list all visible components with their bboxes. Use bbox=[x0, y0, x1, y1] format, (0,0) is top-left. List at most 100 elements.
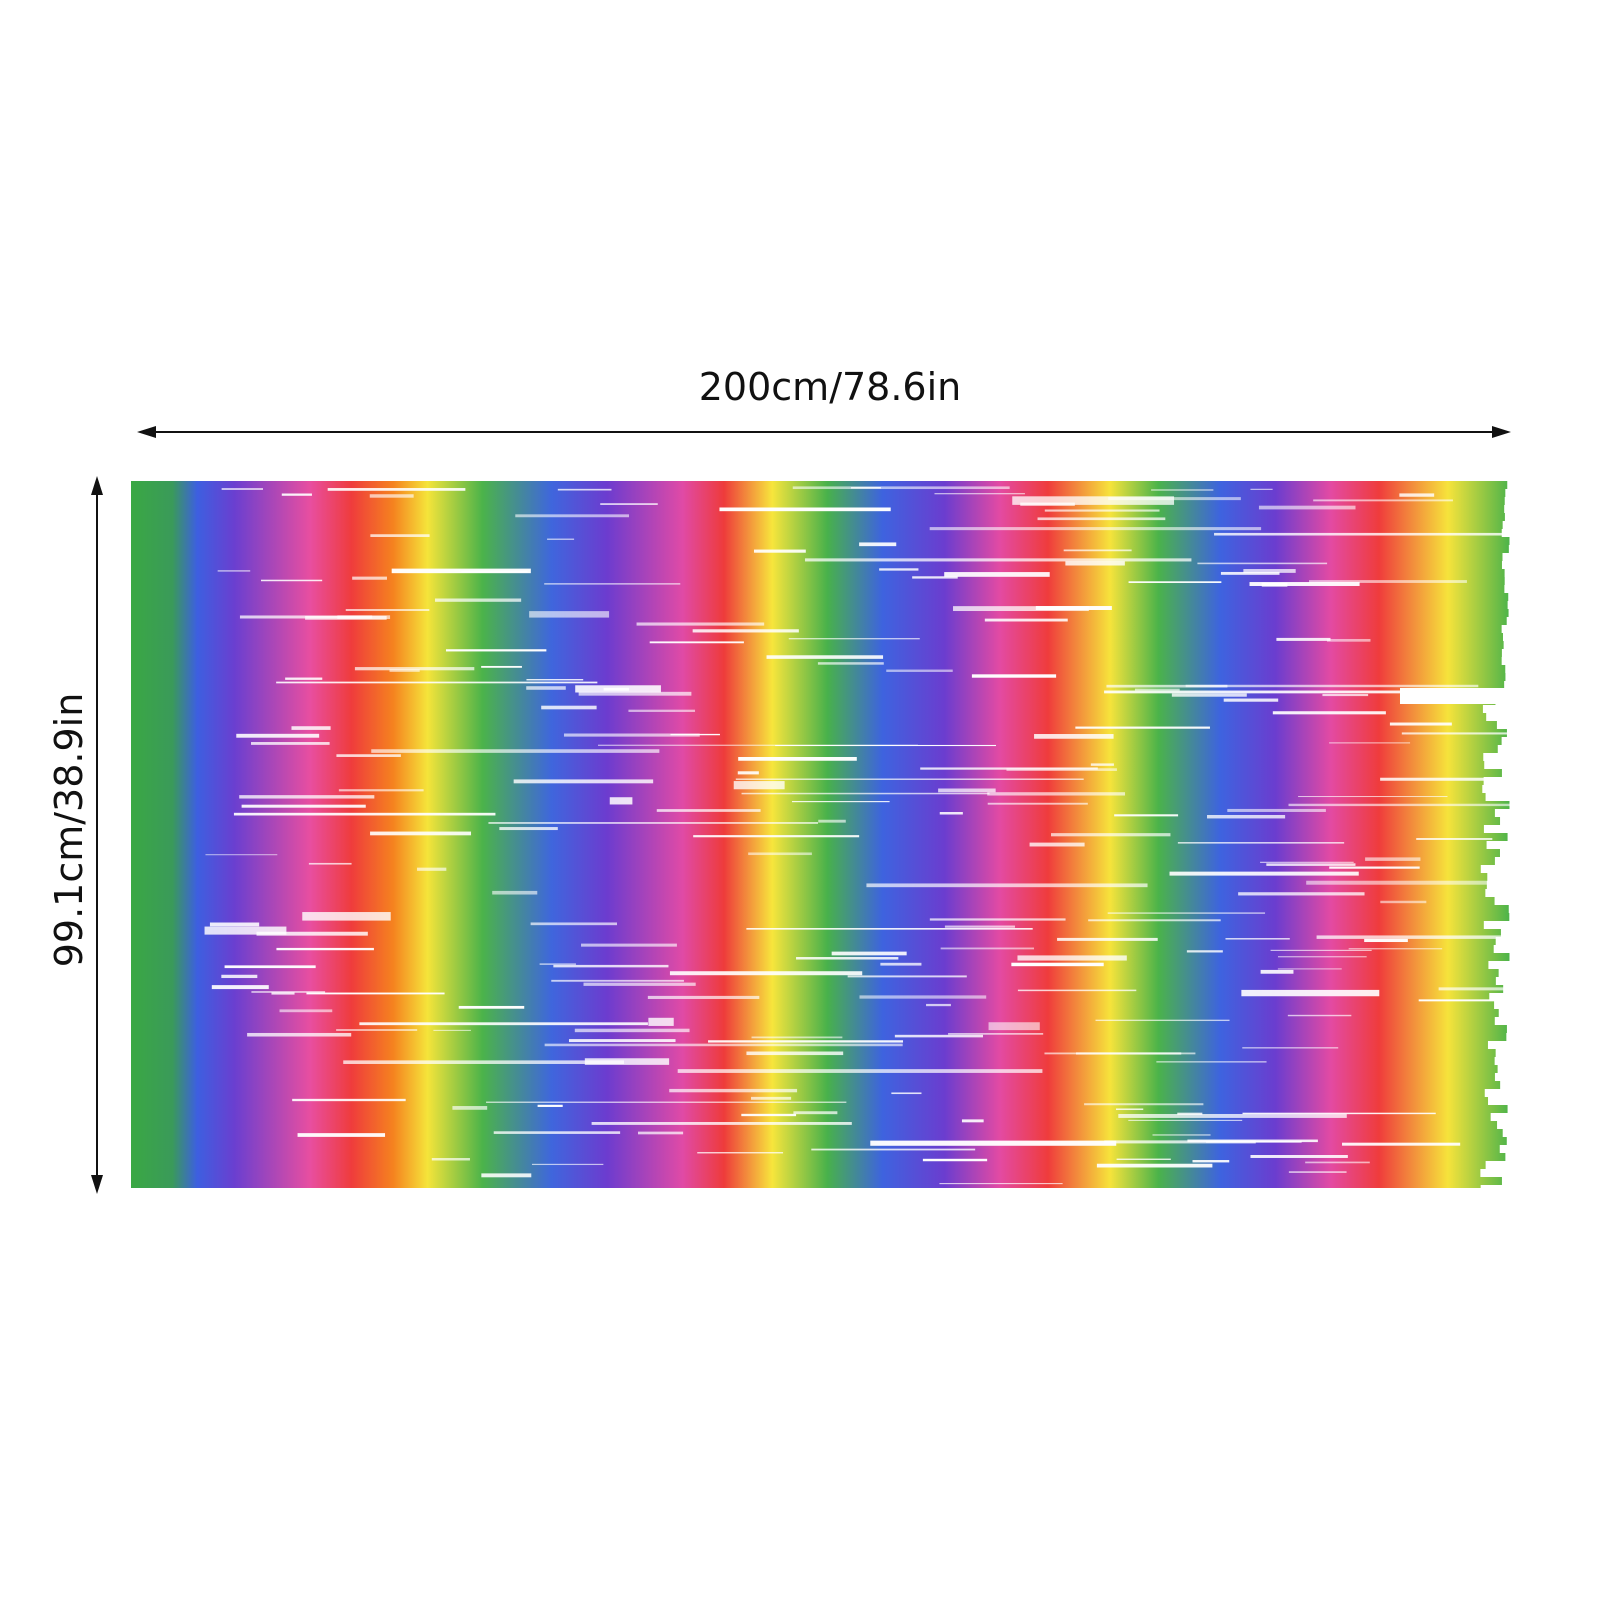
fringe-edge bbox=[1498, 1009, 1511, 1017]
fringe-edge bbox=[1497, 1065, 1511, 1073]
fringe-highlight bbox=[370, 534, 430, 537]
fringe-highlight bbox=[753, 549, 806, 553]
fringe-highlight bbox=[697, 1152, 784, 1154]
width-label: 200cm/78.6in bbox=[699, 365, 962, 409]
fringe-highlight bbox=[1088, 919, 1221, 922]
fringe-highlight bbox=[656, 809, 761, 812]
fringe-edge bbox=[1507, 481, 1511, 489]
fringe-edge bbox=[1494, 857, 1511, 865]
fringe-edge bbox=[1501, 769, 1511, 777]
fringe-highlight bbox=[669, 1088, 798, 1093]
fringe-highlight bbox=[1084, 1103, 1204, 1106]
fringe-edge bbox=[1482, 785, 1511, 793]
fringe-highlight bbox=[1214, 532, 1510, 536]
fringe-highlight bbox=[751, 1036, 843, 1039]
fringe-highlight bbox=[1065, 561, 1125, 566]
fringe-edge bbox=[1501, 649, 1511, 657]
fringe-highlight bbox=[1308, 580, 1467, 583]
fringe-highlight bbox=[1326, 638, 1371, 642]
fringe-highlight bbox=[1364, 938, 1408, 943]
fringe-highlight bbox=[984, 618, 1068, 622]
fringe-highlight bbox=[492, 890, 538, 895]
fringe-highlight bbox=[793, 1111, 838, 1115]
fringe-edge bbox=[1483, 753, 1511, 761]
fringe-highlight bbox=[1177, 842, 1345, 844]
fringe-highlight bbox=[526, 686, 566, 690]
fringe-highlight bbox=[944, 572, 1050, 577]
fringe-edge bbox=[1487, 1041, 1511, 1049]
fringe-edge bbox=[1495, 937, 1511, 945]
fringe-highlight bbox=[1115, 1108, 1144, 1111]
fringe-highlight bbox=[531, 1163, 604, 1166]
fringe-highlight bbox=[1012, 496, 1175, 505]
fringe-edge bbox=[1509, 537, 1511, 545]
fringe-highlight bbox=[209, 922, 260, 927]
fringe-highlight bbox=[553, 964, 669, 968]
fringe-highlight bbox=[256, 931, 368, 936]
fringe-edge bbox=[1487, 873, 1511, 881]
fringe-highlight bbox=[539, 963, 576, 965]
fringe-highlight bbox=[1017, 989, 1137, 992]
fringe-highlight bbox=[515, 514, 630, 518]
fringe-highlight bbox=[1057, 937, 1158, 941]
fringe-edge bbox=[1508, 593, 1511, 601]
fringe-edge bbox=[1501, 561, 1511, 569]
fringe-highlight bbox=[929, 918, 1066, 921]
fringe-highlight bbox=[1322, 693, 1369, 697]
fringe-highlight bbox=[308, 862, 352, 865]
fringe-highlight bbox=[285, 677, 323, 680]
fringe-edge bbox=[1488, 961, 1511, 969]
fringe-highlight bbox=[581, 943, 677, 947]
fringe-edge bbox=[1506, 1137, 1511, 1145]
fringe-highlight bbox=[1075, 726, 1210, 729]
fringe-highlight bbox=[547, 538, 575, 540]
fringe-highlight bbox=[1169, 871, 1359, 876]
fringe-highlight bbox=[352, 576, 387, 580]
fringe-edge bbox=[1504, 497, 1511, 505]
fringe-highlight bbox=[647, 995, 760, 999]
fringe-highlight bbox=[281, 493, 312, 496]
fringe-highlight bbox=[1242, 1112, 1436, 1115]
fringe-highlight bbox=[1329, 742, 1411, 744]
fringe-edge bbox=[1480, 1185, 1511, 1193]
fringe-highlight bbox=[741, 792, 990, 795]
fringe-highlight bbox=[866, 883, 1148, 888]
fringe-highlight bbox=[1095, 1019, 1230, 1022]
fringe-edge bbox=[1502, 1129, 1511, 1137]
fringe-highlight bbox=[1106, 684, 1228, 688]
fringe-edge bbox=[1502, 521, 1511, 529]
fringe-highlight bbox=[987, 802, 1088, 805]
fringe-highlight bbox=[233, 812, 496, 816]
fringe-highlight bbox=[1288, 1171, 1347, 1173]
fringe-highlight bbox=[452, 1106, 488, 1110]
fringe-highlight bbox=[338, 789, 424, 792]
fringe-highlight bbox=[1225, 938, 1290, 940]
fringe-edge bbox=[1499, 849, 1511, 857]
fringe-highlight bbox=[1151, 489, 1214, 491]
fringe-highlight bbox=[1401, 732, 1510, 735]
fringe-highlight bbox=[796, 957, 899, 960]
fringe-highlight bbox=[939, 1183, 1063, 1185]
fringe-edge bbox=[1504, 569, 1511, 577]
fringe-highlight bbox=[1276, 637, 1331, 641]
fringe-highlight bbox=[1241, 989, 1380, 997]
fringe-highlight bbox=[939, 811, 963, 815]
fringe-edge bbox=[1507, 601, 1511, 609]
fringe-highlight bbox=[1249, 582, 1360, 586]
fringe-highlight bbox=[1051, 833, 1171, 837]
height-arrow bbox=[91, 476, 103, 1194]
fringe-edge bbox=[1504, 577, 1511, 585]
fringe-highlight bbox=[987, 792, 1126, 796]
fringe-edge bbox=[1504, 505, 1511, 513]
fringe-highlight bbox=[204, 926, 287, 935]
fringe-edge bbox=[1485, 889, 1511, 897]
fringe-highlight bbox=[445, 649, 547, 652]
fringe-highlight bbox=[1096, 1163, 1213, 1168]
fringe-highlight bbox=[236, 733, 320, 738]
fringe-highlight bbox=[1011, 962, 1104, 967]
fringe-edge bbox=[1497, 1121, 1511, 1129]
fringe-edge bbox=[1498, 969, 1511, 977]
fringe-highlight bbox=[431, 1158, 470, 1161]
fringe-highlight bbox=[486, 1101, 847, 1103]
